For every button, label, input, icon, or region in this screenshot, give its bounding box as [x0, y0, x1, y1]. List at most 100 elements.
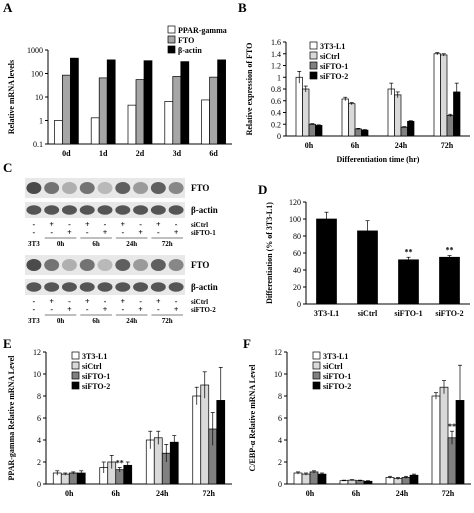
bar: [209, 76, 218, 145]
sifto-sign: -: [121, 228, 124, 237]
bar: [302, 88, 310, 137]
fto-band: [79, 259, 95, 271]
legend-swatch: [71, 361, 80, 370]
legend-swatch: [167, 35, 176, 44]
x-tick-label: 6h: [351, 141, 360, 150]
fto-band: [61, 259, 77, 271]
sifto-sign: -: [33, 228, 36, 237]
legend-swatch: [71, 351, 80, 360]
chart-f: 0 2 4 6 8 10 12 C/EBP-α Relative mRNA Level 0h 6h…: [248, 348, 471, 498]
legend-label: siFTO-1: [320, 62, 348, 71]
fto-band: [115, 182, 131, 194]
legend-swatch: [312, 381, 321, 390]
y-tick-label: 40: [293, 266, 301, 275]
fto-band: [133, 259, 149, 271]
sifto-sign: +: [138, 228, 143, 237]
actin-band: [61, 282, 77, 292]
y-tick-label: 6: [278, 414, 282, 423]
y-tick-label: 1.2: [271, 62, 281, 71]
row-label-sifto: siFTO-2: [191, 306, 216, 314]
y-tick-label: 10: [33, 370, 41, 379]
bar: [348, 103, 356, 137]
fto-band: [133, 182, 149, 194]
bar: [341, 98, 349, 137]
bar: [387, 88, 395, 137]
bar: [164, 101, 174, 145]
fto-band: [97, 182, 113, 194]
sifto-sign: -: [157, 228, 160, 237]
sifto-sign: -: [121, 305, 124, 314]
sictrl-sign: -: [104, 220, 107, 229]
bar: [447, 437, 457, 485]
y-tick-label: 0.2: [271, 120, 281, 129]
sictrl-sign: -: [68, 220, 71, 229]
bar: [439, 256, 460, 305]
x-tick-label: siFTO-1: [394, 309, 422, 318]
y-axis-label: Relative expression of FTO: [245, 43, 254, 136]
fto-band: [150, 259, 166, 271]
x-tick-label: 3T3-L1: [314, 309, 339, 318]
significance-label: **: [405, 247, 413, 256]
bar: [431, 395, 441, 485]
sictrl-sign: -: [33, 220, 36, 229]
band-label-actin: β-actin: [191, 205, 218, 215]
fto-band: [168, 259, 184, 271]
y-tick-label: 12: [33, 348, 41, 357]
legend-label: siFTO-2: [82, 382, 110, 391]
x-tick-label: 0h: [306, 489, 315, 498]
bar: [68, 472, 78, 485]
sifto-sign: +: [138, 305, 143, 314]
legend-swatch: [71, 371, 80, 380]
sifto-sign: -: [33, 305, 36, 314]
chart-d: 0 20 40 60 80 100 120 Differentiation (% of 3T3…: [265, 198, 470, 318]
y-tick-label: 8: [278, 392, 282, 401]
panel-label-f: F: [243, 336, 251, 351]
legend-swatch: [71, 381, 80, 390]
band-label-actin: β-actin: [191, 282, 218, 292]
sifto-sign: -: [50, 305, 53, 314]
y-tick-label: 80: [293, 232, 301, 241]
y-tick-label: 1: [39, 117, 43, 126]
y-tick-label: 0: [277, 132, 281, 141]
fto-band: [26, 182, 42, 194]
legend-label: PPAR-gamma: [178, 26, 227, 35]
y-tick-label: 0.4: [271, 109, 281, 118]
y-tick-label: 12: [274, 348, 282, 357]
lane-label: 72h: [162, 240, 173, 248]
legend-label: siFTO-1: [82, 372, 110, 381]
bar: [446, 115, 454, 137]
actin-band: [44, 282, 60, 292]
y-tick-label: 4: [37, 436, 41, 445]
legend-label: siFTO-1: [323, 372, 351, 381]
x-tick-label: 72h: [441, 141, 454, 150]
sifto-sign: +: [67, 228, 72, 237]
x-tick-label: 6h: [112, 489, 121, 498]
legend-swatch: [309, 71, 318, 80]
actin-band: [79, 205, 95, 215]
lane-label: 3T3: [28, 317, 40, 325]
y-tick-label: 20: [293, 283, 301, 292]
lane-label: 24h: [126, 240, 137, 248]
legend-label: FTO: [178, 36, 194, 45]
fto-band: [79, 182, 95, 194]
sifto-sign: +: [103, 305, 108, 314]
significance-label: **: [446, 246, 454, 255]
bar: [70, 57, 79, 145]
y-axis-label: Relative mRNA levels: [7, 60, 16, 134]
row-label-sictrl: siCtrl: [191, 221, 208, 229]
significance-label: **: [448, 422, 456, 431]
legend-label: 3T3-L1: [82, 352, 107, 361]
x-tick-label: 0h: [305, 141, 314, 150]
sifto-sign: -: [86, 305, 89, 314]
sifto-sign: +: [174, 305, 179, 314]
legend-swatch: [167, 25, 176, 34]
bar: [60, 473, 70, 485]
legend-label: siCtrl: [320, 52, 340, 61]
sifto-sign: -: [50, 228, 53, 237]
legend-label: 3T3-L1: [323, 352, 348, 361]
panel-label-e: E: [3, 336, 12, 351]
fto-band: [97, 259, 113, 271]
bar: [394, 94, 402, 137]
bar: [440, 54, 448, 137]
bar: [354, 128, 362, 137]
